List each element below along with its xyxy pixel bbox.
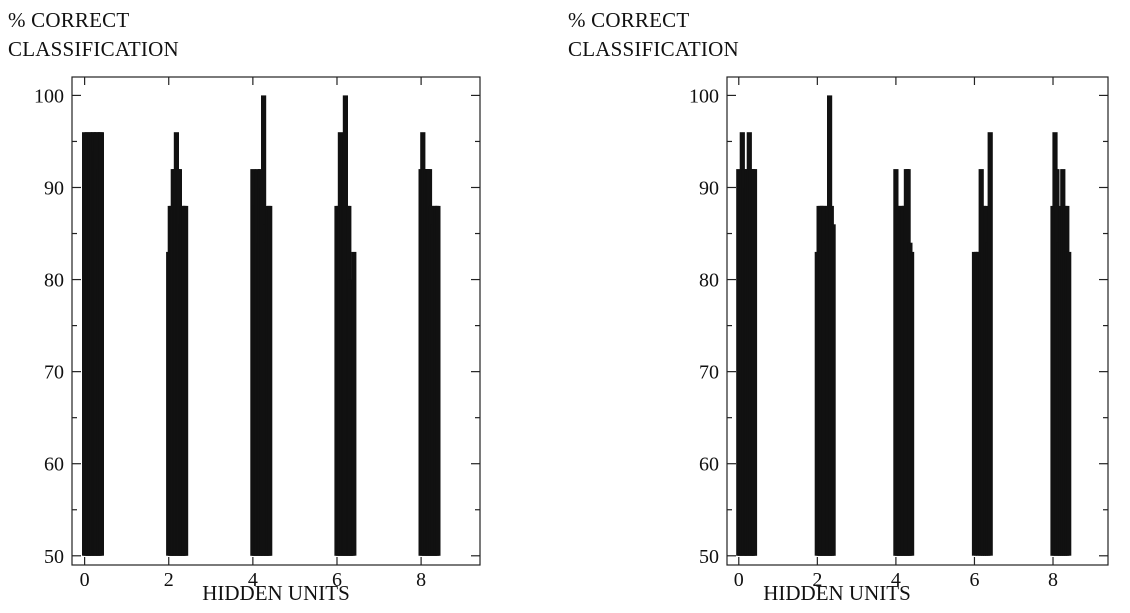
y-tick-label: 60	[699, 454, 719, 476]
x-tick-label: 6	[332, 569, 342, 591]
plot-frame	[726, 76, 1109, 566]
bar	[909, 251, 915, 556]
y-axis-title-line-1: % CORRECT	[568, 8, 690, 32]
y-tick-label: 50	[44, 546, 64, 568]
y-tick-label: 100	[34, 85, 64, 107]
x-axis-label: HIDDEN UNITS	[763, 581, 911, 605]
x-tick-label: 2	[812, 569, 822, 591]
plot-frame	[71, 76, 481, 566]
bar	[987, 132, 993, 556]
y-tick-label: 90	[44, 177, 64, 199]
y-tick-label: 100	[689, 85, 719, 107]
x-tick-label: 8	[1048, 569, 1058, 591]
bar	[98, 132, 104, 556]
y-tick-label: 80	[44, 270, 64, 292]
y-axis-title: % CORRECT CLASSIFICATION	[568, 6, 739, 64]
bar	[751, 169, 758, 556]
bar	[1066, 251, 1072, 556]
y-tick-label: 90	[699, 177, 719, 199]
plot-area: 50 60 70 80 90 100 0 2 4 6 8	[34, 76, 481, 591]
y-axis-title: % CORRECT CLASSIFICATION	[8, 6, 179, 64]
bar	[183, 205, 189, 556]
y-tick-label: 80	[699, 270, 719, 292]
y-tick-label: 70	[44, 362, 64, 384]
chart-panel-left: % CORRECT CLASSIFICATION 50 60 70 80 90 100 0 2…	[8, 6, 481, 605]
x-tick-label: 2	[164, 569, 174, 591]
y-tick-label: 50	[699, 546, 719, 568]
plot-area: 50 60 70 80 90 100 0 2 4 6 8	[689, 76, 1109, 591]
x-axis-label: HIDDEN UNITS	[202, 581, 350, 605]
y-axis-title-line-2: CLASSIFICATION	[568, 37, 739, 61]
y-axis-title-line-1: % CORRECT	[8, 8, 130, 32]
x-tick-label: 4	[248, 569, 258, 591]
bar	[830, 224, 836, 556]
chart-panel-right: % CORRECT CLASSIFICATION 50 60 70 80 90 100 0 2…	[565, 0, 1130, 613]
bar	[435, 205, 441, 556]
y-tick-label: 70	[699, 362, 719, 384]
y-tick-label: 60	[44, 454, 64, 476]
y-axis-title-line-2: CLASSIFICATION	[8, 37, 179, 61]
x-tick-label: 0	[80, 569, 90, 591]
bar	[267, 205, 273, 556]
bar	[351, 251, 357, 556]
x-tick-label: 4	[891, 569, 901, 591]
x-tick-label: 6	[969, 569, 979, 591]
x-tick-label: 0	[734, 569, 744, 591]
x-tick-label: 8	[416, 569, 426, 591]
